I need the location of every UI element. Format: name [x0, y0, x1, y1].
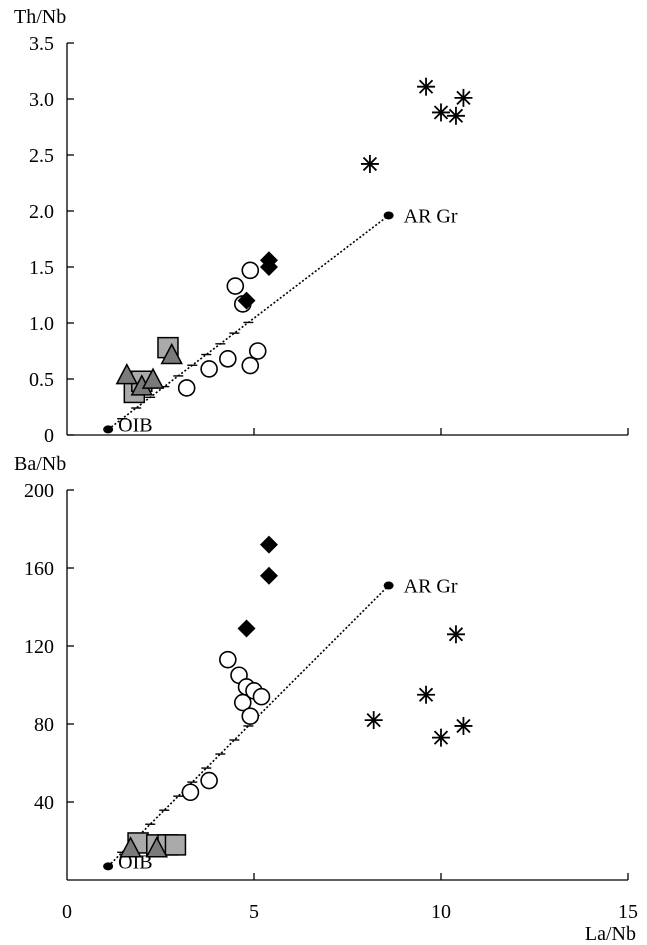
asterisk-point — [360, 154, 379, 173]
filled-diamond-point — [237, 619, 256, 638]
gray-square-point — [164, 834, 187, 856]
asterisk-point — [454, 716, 473, 735]
filled-diamond-point — [237, 291, 256, 310]
y-tick-label: 0 — [44, 425, 54, 447]
open-circle-point — [219, 650, 237, 669]
y-tick-label: 160 — [24, 558, 54, 580]
y-tick-label: 3.5 — [29, 33, 54, 55]
x-tick-label: 0 — [62, 901, 72, 923]
asterisk-point — [417, 77, 436, 96]
asterisk-point — [364, 711, 383, 730]
ar-gr-endmember-dot — [383, 581, 394, 590]
ar-gr-label: AR Gr — [404, 205, 458, 227]
filled-diamond-point — [259, 251, 278, 270]
gray-triangle-point — [119, 836, 142, 858]
open-circle-point — [177, 379, 196, 397]
open-circle-point — [252, 687, 271, 706]
x-tick-label: 15 — [618, 901, 638, 923]
y-tick-label: 1.5 — [29, 257, 54, 279]
y-tick-label: 40 — [34, 792, 54, 814]
y-tick-label: 1.0 — [29, 313, 54, 335]
ar-gr-endmember-dot — [383, 211, 394, 220]
open-circle-point — [200, 771, 218, 790]
y-tick-label: 3.0 — [29, 89, 54, 111]
asterisk-point — [432, 728, 450, 747]
y-tick-label: 0.5 — [29, 369, 54, 391]
gray-triangle-point — [160, 342, 183, 365]
asterisk-point — [446, 106, 465, 125]
y-tick-label: 200 — [24, 480, 54, 502]
y-tick-label: 2.0 — [29, 201, 54, 223]
x-tick-label: 5 — [249, 901, 259, 923]
open-circle-point — [241, 707, 260, 726]
y-axis-title: Ba/Nb — [14, 453, 66, 475]
asterisk-point — [432, 103, 450, 122]
open-circle-point — [226, 277, 245, 295]
th-nb-plot: 0 0.5 1.0 1.5 2.0 2.5 3.0 3.5 Th/Nb OIB AR Gr — [14, 6, 629, 447]
asterisk-point — [446, 625, 465, 644]
open-circle-point — [219, 350, 237, 368]
y-tick-label: 80 — [34, 714, 54, 736]
filled-diamond-point — [259, 566, 278, 585]
y-axis-title: Th/Nb — [14, 6, 66, 28]
open-circle-point — [181, 783, 200, 802]
asterisk-point — [454, 88, 473, 107]
x-tick-label: 10 — [431, 901, 451, 923]
open-circle-point — [241, 261, 260, 280]
x-axis-title: La/Nb — [585, 923, 636, 945]
ar-gr-label: AR Gr — [404, 576, 458, 598]
asterisk-point — [417, 685, 436, 704]
open-circle-point — [241, 356, 260, 375]
y-tick-label: 120 — [24, 636, 54, 658]
oib-endmember-dot — [103, 425, 114, 434]
oib-label: OIB — [118, 414, 152, 436]
filled-diamond-point — [259, 535, 278, 554]
oib-endmember-dot — [103, 862, 114, 871]
gray-triangle-point — [115, 363, 139, 385]
gray-triangle-point — [141, 367, 165, 389]
open-circle-point — [248, 342, 267, 360]
open-circle-point — [200, 360, 218, 378]
y-tick-label: 2.5 — [29, 145, 54, 167]
gray-triangle-point — [145, 836, 169, 858]
